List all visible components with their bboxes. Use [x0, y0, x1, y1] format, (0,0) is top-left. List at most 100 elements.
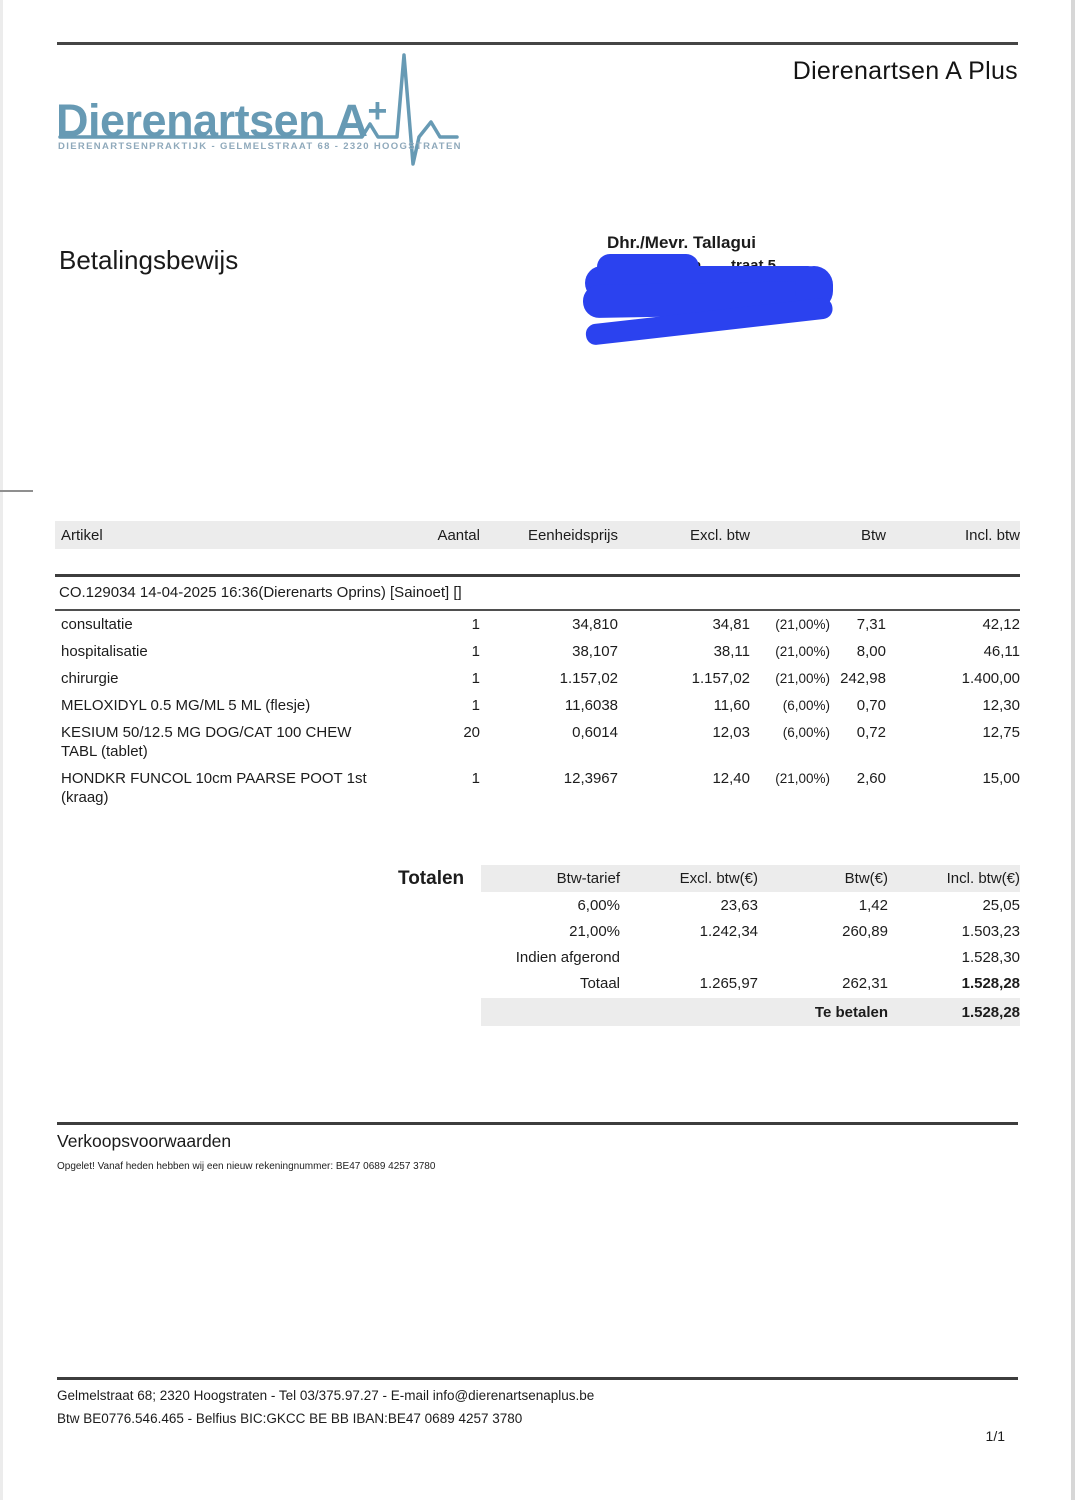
amount-due-value: 1.528,28	[961, 1003, 1020, 1021]
page-number: 1/1	[985, 1428, 1005, 1444]
totals-column-incl-btw: Incl. btw(€)	[946, 870, 1020, 887]
item-quantity: 1	[471, 643, 480, 660]
document-title: Betalingsbewijs	[59, 245, 239, 275]
item-btw: 0,70	[856, 697, 886, 714]
item-btw: 2,60	[856, 770, 886, 787]
logo-tagline: DIERENARTSENPRAKTIJK - GELMELSTRAAT 68 -…	[58, 141, 462, 152]
totals-incl: 1.528,28	[961, 974, 1020, 992]
totals-tarief: Indien afgerond	[515, 948, 620, 966]
column-header-aantal: Aantal	[437, 526, 480, 544]
amount-due-row: Te betalen 1.528,28	[481, 998, 1020, 1026]
totals-incl: 1.528,30	[961, 948, 1020, 966]
column-header-excl-btw: Excl. btw	[689, 526, 750, 544]
table-row: chirurgie 1 1.157,02 1.157,02 (21,00%) 2…	[55, 665, 1020, 692]
table-row: MELOXIDYL 0.5 MG/ML 5 ML (flesje) 1 11,6…	[55, 692, 1020, 719]
item-vat-pct: (21,00%)	[775, 644, 830, 659]
item-excl-btw: 12,40	[712, 770, 750, 787]
item-vat-pct: (21,00%)	[775, 771, 830, 786]
terms-note: Opgelet! Vanaf heden hebben wij een nieu…	[57, 1161, 436, 1172]
page-edge-left	[0, 0, 3, 1500]
item-vat-pct: (21,00%)	[775, 617, 830, 632]
column-header-incl-btw: Incl. btw	[964, 526, 1020, 544]
totals-row: 6,00% 23,63 1,42 25,05	[481, 892, 1020, 918]
items-table: Artikel Aantal Eenheidsprijs Excl. btw B…	[55, 521, 1020, 811]
item-name: hospitalisatie	[61, 643, 148, 660]
item-name: MELOXIDYL 0.5 MG/ML 5 ML (flesje)	[61, 697, 311, 714]
totals-tarief: 21,00%	[569, 922, 620, 940]
item-quantity: 1	[471, 770, 480, 787]
table-row: KESIUM 50/12.5 MG DOG/CAT 100 CHEW TABL …	[55, 719, 1020, 765]
terms-heading: Verkoopsvoorwaarden	[57, 1131, 232, 1151]
totals-column-btw-tarief: Btw-tarief	[556, 870, 620, 887]
item-incl-btw: 12,30	[982, 697, 1020, 714]
page-edge-right	[1071, 0, 1075, 1500]
item-excl-btw: 1.157,02	[691, 670, 750, 687]
item-incl-btw: 15,00	[982, 770, 1020, 787]
item-quantity: 1	[471, 697, 480, 714]
totals-excl: 1.265,97	[699, 974, 758, 992]
totals-row: 21,00% 1.242,34 260,89 1.503,23	[481, 918, 1020, 944]
totals-btw: 262,31	[842, 974, 888, 992]
totals-btw: 1,42	[858, 896, 888, 914]
table-row: hospitalisatie 1 38,107 38,11 (21,00%) 8…	[55, 638, 1020, 665]
item-vat-pct: (6,00%)	[782, 698, 830, 713]
totals-tarief: Totaal	[579, 974, 620, 992]
item-btw: 7,31	[856, 616, 886, 633]
item-unit-price: 12,3967	[563, 770, 618, 787]
column-header-eenheidsprijs: Eenheidsprijs	[527, 526, 618, 544]
logo-plus: +	[367, 92, 388, 130]
totals-title: Totalen	[398, 868, 465, 889]
footer: Gelmelstraat 68; 2320 Hoogstraten - Tel …	[57, 1377, 1018, 1426]
totals-incl: 25,05	[982, 896, 1020, 914]
item-excl-btw: 38,11	[713, 643, 750, 660]
amount-due-label: Te betalen	[814, 1003, 888, 1021]
table-row: consultatie 1 34,810 34,81 (21,00%) 7,31…	[55, 611, 1020, 638]
totals-excl: 23,63	[720, 896, 758, 914]
item-name: HONDKR FUNCOL 10cm PAARSE POOT 1st (kraa…	[61, 770, 367, 806]
item-incl-btw: 12,75	[982, 724, 1020, 741]
item-btw: 8,00	[856, 643, 886, 660]
item-incl-btw: 42,12	[982, 616, 1020, 633]
totals-incl: 1.503,23	[961, 922, 1020, 940]
item-btw: 0,72	[856, 724, 886, 741]
item-incl-btw: 46,11	[983, 643, 1020, 660]
item-name: KESIUM 50/12.5 MG DOG/CAT 100 CHEW TABL …	[61, 724, 352, 760]
item-name: consultatie	[61, 616, 133, 633]
consultation-section-header: CO.129034 14-04-2025 16:36(Dierenarts Op…	[55, 574, 1020, 611]
company-name: Dierenartsen A Plus	[792, 57, 1018, 85]
item-vat-pct: (6,00%)	[782, 725, 830, 740]
item-btw: 242,98	[840, 670, 886, 687]
totals-btw: 260,89	[842, 922, 888, 940]
table-row: HONDKR FUNCOL 10cm PAARSE POOT 1st (kraa…	[55, 765, 1020, 811]
totals-header: Btw-tarief Excl. btw(€) Btw(€) Incl. btw…	[481, 865, 1020, 892]
column-header-btw: Btw	[860, 526, 886, 544]
totals-row: Indien afgerond 1.528,30	[481, 944, 1020, 970]
footer-contact-line: Gelmelstraat 68; 2320 Hoogstraten - Tel …	[57, 1388, 595, 1403]
item-unit-price: 1.157,02	[559, 670, 618, 687]
item-unit-price: 38,107	[572, 643, 618, 660]
totals-column-btw: Btw(€)	[844, 870, 888, 887]
item-excl-btw: 34,81	[712, 616, 750, 633]
totals-excl: 1.242,34	[699, 922, 758, 940]
item-excl-btw: 11,60	[713, 697, 750, 714]
totals-column-excl-btw: Excl. btw(€)	[679, 870, 758, 887]
customer-name: Dhr./Mevr. Tallagui	[607, 233, 756, 252]
totals-table: Btw-tarief Excl. btw(€) Btw(€) Incl. btw…	[481, 865, 1020, 1026]
item-unit-price: 11,6038	[564, 697, 618, 714]
item-incl-btw: 1.400,00	[961, 670, 1020, 687]
item-quantity: 1	[471, 616, 480, 633]
terms-section: Verkoopsvoorwaarden Opgelet! Vanaf heden…	[57, 1122, 1018, 1172]
item-quantity: 20	[463, 724, 480, 741]
header-divider	[57, 42, 1018, 45]
totals-tarief: 6,00%	[577, 896, 620, 914]
item-name: chirurgie	[61, 670, 119, 687]
heartbeat-ecg-icon	[58, 53, 459, 166]
footer-bank-line: Btw BE0776.546.465 - Belfius BIC:GKCC BE…	[57, 1411, 523, 1426]
item-unit-price: 34,810	[572, 616, 618, 633]
item-excl-btw: 12,03	[712, 724, 750, 741]
items-table-header: Artikel Aantal Eenheidsprijs Excl. btw B…	[55, 521, 1020, 549]
item-vat-pct: (21,00%)	[775, 671, 830, 686]
item-unit-price: 0,6014	[572, 724, 618, 741]
page-fold-mark	[0, 490, 33, 492]
